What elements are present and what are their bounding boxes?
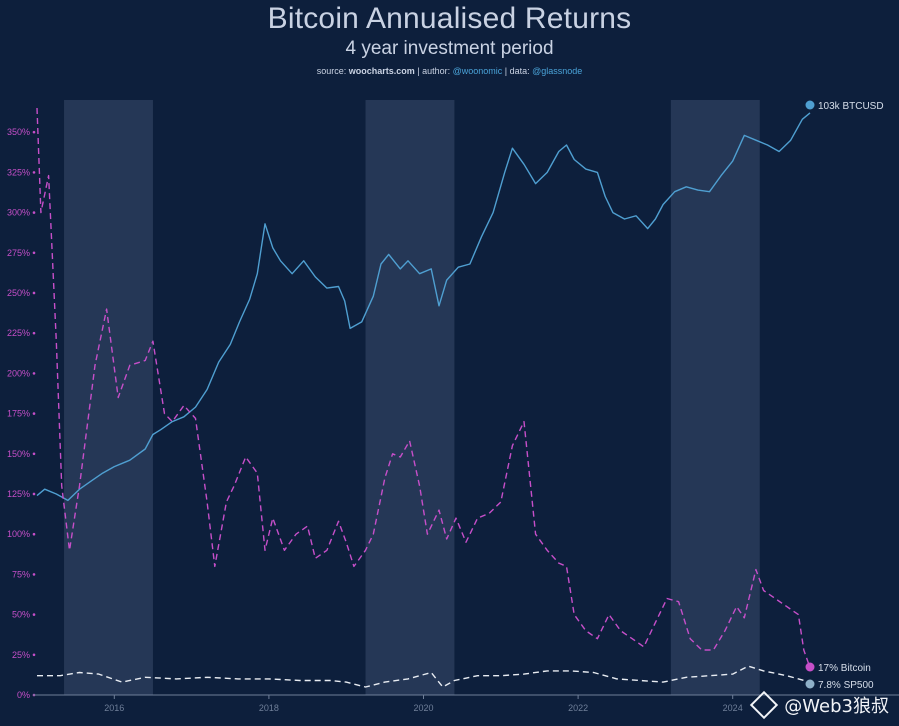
end-marker-btcusd bbox=[805, 100, 815, 110]
end-label-btcusd: 103k BTCUSD bbox=[818, 101, 884, 112]
x-tick-label: 2016 bbox=[104, 703, 124, 713]
source-site[interactable]: woocharts.com bbox=[348, 66, 415, 76]
y-tick-label: 150% bbox=[7, 449, 30, 459]
data-prefix: | data: bbox=[502, 66, 533, 76]
x-tick-label: 2022 bbox=[568, 703, 588, 713]
y-tick-label: 50% bbox=[12, 610, 30, 620]
source-line: source: woocharts.com | author: @woonomi… bbox=[0, 66, 899, 76]
y-tick-mark bbox=[32, 613, 36, 616]
series-line-bitcoin bbox=[36, 107, 811, 668]
x-tick-label: 2024 bbox=[723, 703, 743, 713]
x-axis: 2016 2018 2020 2022 2024 bbox=[33, 694, 899, 713]
y-axis: 0% 25% 50% 75% 100% 125% 150% 175% 200% 225% 250% 2… bbox=[7, 127, 36, 700]
end-label-bitcoin: 17% Bitcoin bbox=[818, 663, 871, 674]
y-tick-label: 250% bbox=[7, 288, 30, 298]
y-tick-mark bbox=[32, 573, 36, 576]
y-tick-label: 0% bbox=[17, 690, 30, 700]
y-tick-mark bbox=[32, 532, 36, 536]
end-labels: 103k BTCUSD 17% Bitcoin 7.8% SP500 bbox=[805, 100, 884, 691]
y-tick-label: 275% bbox=[7, 248, 30, 258]
series-line-sp500 bbox=[37, 665, 811, 688]
watermark-text: @Web3狼叔 bbox=[784, 696, 889, 717]
y-tick-mark bbox=[32, 291, 36, 295]
shaded-periods bbox=[64, 100, 760, 695]
shaded-period bbox=[670, 100, 760, 695]
shaded-period bbox=[365, 100, 455, 695]
chart-title: Bitcoin Annualised Returns bbox=[267, 2, 632, 35]
y-tick-mark bbox=[32, 372, 36, 375]
author-prefix: | author: bbox=[414, 66, 453, 76]
exchange-logo-icon bbox=[750, 690, 779, 720]
y-tick-mark bbox=[32, 412, 36, 415]
author-link[interactable]: @woonomic bbox=[452, 66, 503, 76]
y-tick-mark bbox=[32, 251, 36, 255]
source-prefix: source: bbox=[316, 66, 349, 76]
y-tick-mark bbox=[32, 331, 36, 335]
y-tick-label: 100% bbox=[7, 529, 30, 539]
y-tick-mark bbox=[32, 492, 36, 496]
end-label-sp500: 7.8% SP500 bbox=[818, 680, 874, 691]
y-tick-label: 175% bbox=[7, 409, 30, 419]
y-tick-label: 225% bbox=[7, 328, 30, 338]
y-tick-mark bbox=[32, 211, 36, 214]
data-source-link[interactable]: @glassnode bbox=[532, 66, 583, 76]
y-tick-mark bbox=[32, 653, 36, 657]
y-tick-mark bbox=[32, 130, 36, 134]
y-tick-label: 200% bbox=[7, 368, 30, 378]
watermark: @Web3狼叔 bbox=[750, 690, 889, 720]
y-tick-mark bbox=[32, 171, 36, 174]
end-marker-bitcoin bbox=[805, 662, 815, 672]
y-tick-label: 125% bbox=[7, 489, 30, 499]
y-tick-label: 350% bbox=[7, 127, 30, 137]
shaded-period bbox=[64, 100, 153, 695]
y-tick-label: 325% bbox=[7, 167, 30, 177]
y-tick-label: 300% bbox=[7, 208, 30, 218]
y-tick-label: 75% bbox=[12, 569, 30, 579]
y-tick-label: 25% bbox=[12, 650, 30, 660]
chart-subtitle: 4 year investment period bbox=[345, 38, 554, 59]
x-tick-label: 2018 bbox=[259, 703, 279, 713]
y-tick-mark bbox=[32, 452, 36, 456]
series-line-btcusd bbox=[36, 112, 811, 502]
x-tick-label: 2020 bbox=[413, 703, 433, 713]
end-marker-sp500 bbox=[805, 679, 815, 689]
title-block: Bitcoin Annualised Returns 4 year invest… bbox=[0, 2, 899, 76]
series-lines bbox=[36, 107, 811, 688]
